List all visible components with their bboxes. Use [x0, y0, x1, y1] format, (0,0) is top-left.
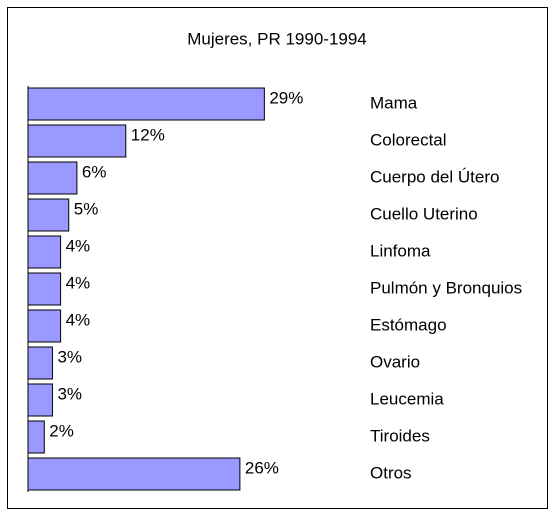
bar: [27, 383, 53, 417]
category-label: Linfoma: [370, 241, 431, 260]
bar: [27, 124, 127, 158]
category-label: Otros: [370, 463, 412, 482]
value-label: 5%: [74, 199, 99, 218]
value-label: 26%: [245, 458, 279, 477]
category-label: Estómago: [370, 315, 447, 334]
value-label: 3%: [57, 384, 82, 403]
category-label: Cuello Uterino: [370, 204, 478, 223]
bar: [27, 272, 62, 306]
value-label: 2%: [49, 421, 74, 440]
chart-frame: [7, 7, 548, 509]
category-label: Colorectal: [370, 130, 447, 149]
category-label: Tiroides: [370, 426, 430, 445]
value-label: 4%: [66, 273, 91, 292]
category-label: Leucemia: [370, 389, 444, 408]
bar: [27, 161, 78, 195]
bar: [27, 87, 265, 121]
bar: [27, 198, 70, 232]
bar: [27, 235, 62, 269]
value-label: 29%: [269, 88, 303, 107]
category-label: Ovario: [370, 352, 420, 371]
bar: [27, 309, 62, 343]
value-label: 4%: [66, 236, 91, 255]
category-label: Cuerpo del Útero: [370, 167, 499, 186]
value-label: 6%: [82, 162, 107, 181]
bar: [27, 346, 53, 380]
category-label: Pulmón y Bronquios: [370, 278, 522, 297]
value-label: 12%: [131, 125, 165, 144]
value-label: 3%: [57, 347, 82, 366]
category-label: Mama: [370, 93, 418, 112]
bar: [27, 457, 241, 491]
chart-title: Mujeres, PR 1990-1994: [187, 29, 367, 48]
bar: [27, 420, 45, 454]
value-label: 4%: [66, 310, 91, 329]
